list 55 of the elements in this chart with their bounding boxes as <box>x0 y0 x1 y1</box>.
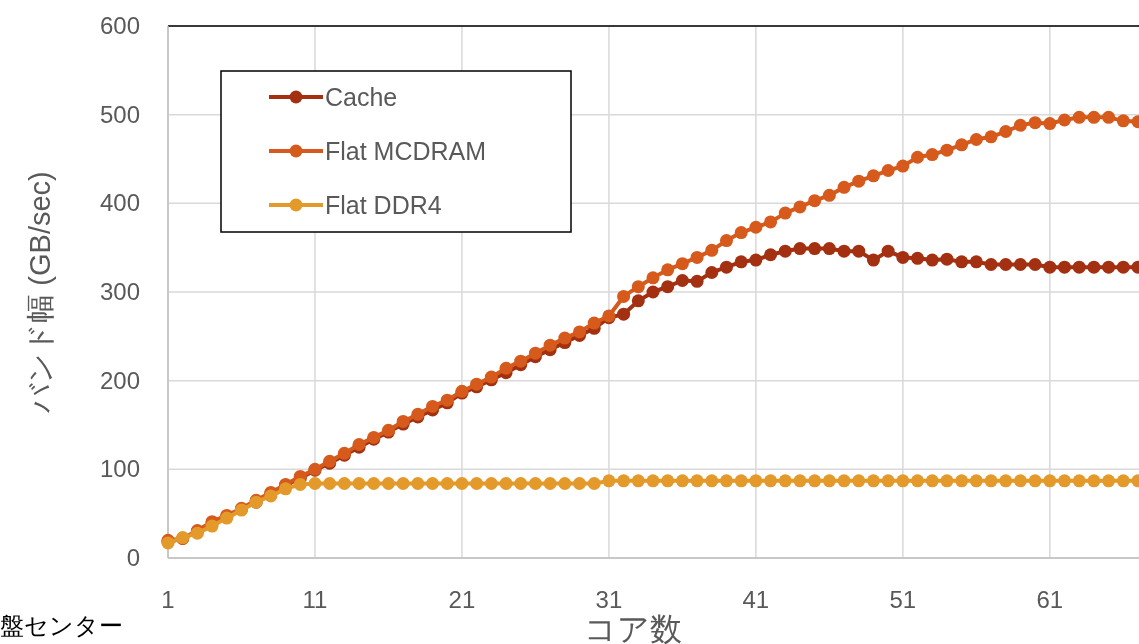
point <box>675 273 689 287</box>
point <box>896 250 910 264</box>
point <box>1116 260 1130 274</box>
point <box>1043 260 1057 274</box>
y-tick-label: 600 <box>99 12 140 39</box>
point <box>837 244 851 258</box>
x-tick-label: 51 <box>889 586 917 613</box>
point <box>940 252 954 266</box>
x-tick-label: 61 <box>1036 586 1064 613</box>
point <box>999 258 1013 272</box>
y-tick-label: 100 <box>99 455 140 483</box>
y-axis-title: バンド幅 (GB/sec) <box>24 171 56 414</box>
y-tick-label: 0 <box>126 544 140 571</box>
point <box>1072 260 1086 274</box>
point <box>719 260 733 274</box>
point <box>1013 258 1027 272</box>
point <box>911 251 925 265</box>
point <box>749 253 763 267</box>
point <box>661 280 675 294</box>
x-tick-label: 11 <box>302 586 328 613</box>
y-tick-label: 300 <box>99 278 140 305</box>
legend-label: Flat MCDRAM <box>325 137 487 165</box>
point <box>631 294 645 308</box>
y-tick-label: 400 <box>99 189 140 217</box>
point <box>866 253 880 267</box>
point <box>1058 260 1072 274</box>
x-tick-label: 1 <box>161 586 175 613</box>
point <box>646 285 660 299</box>
point <box>690 274 704 288</box>
y-tick-label: 200 <box>99 366 140 394</box>
point <box>881 244 895 258</box>
point <box>808 242 822 256</box>
point <box>822 242 836 256</box>
point <box>955 255 969 269</box>
point <box>925 253 939 267</box>
point <box>734 255 748 269</box>
x-axis-title: コア数 <box>584 611 682 644</box>
x-tick-label: 31 <box>595 586 623 613</box>
point <box>969 255 983 269</box>
point <box>1028 258 1042 272</box>
point <box>793 242 807 256</box>
y-tick-label: 500 <box>99 100 140 128</box>
x-tick-label: 41 <box>742 586 770 613</box>
legend-label: Cache <box>325 83 398 111</box>
point <box>778 244 792 258</box>
point <box>984 258 998 272</box>
point <box>705 265 719 279</box>
point <box>852 244 866 258</box>
point <box>617 307 631 321</box>
text: 盤センター <box>0 612 123 639</box>
point <box>1102 260 1116 274</box>
x-tick-label: 21 <box>448 586 476 613</box>
point <box>1087 260 1101 274</box>
point <box>764 248 778 262</box>
legend-label: Flat DDR4 <box>325 191 442 219</box>
